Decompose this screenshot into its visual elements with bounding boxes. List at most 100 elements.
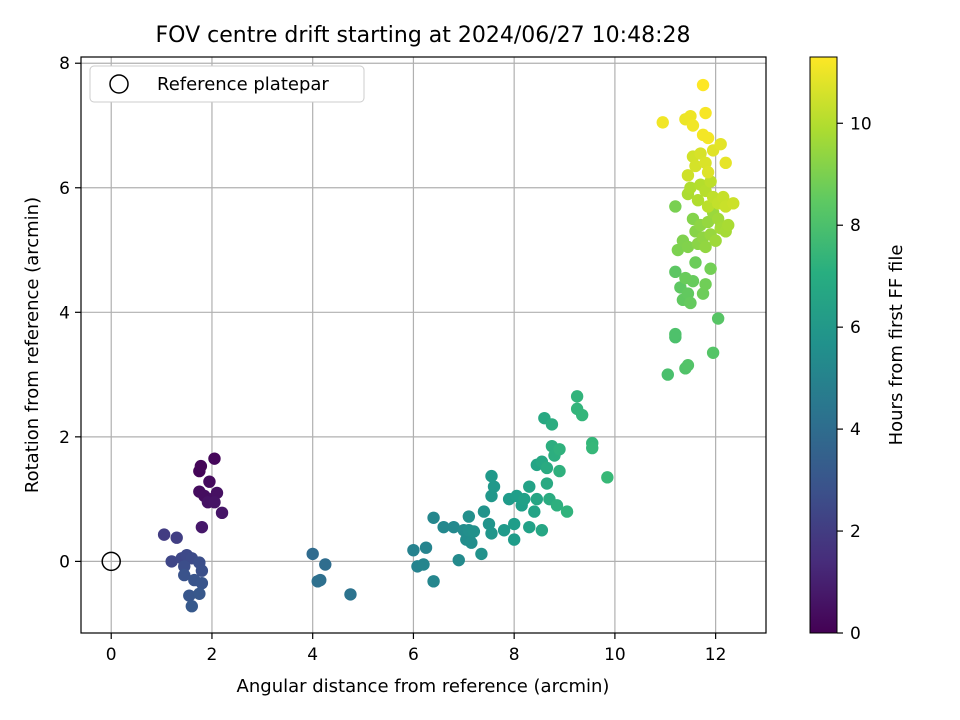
data-point xyxy=(528,505,541,518)
data-point xyxy=(195,564,209,577)
legend: Reference platepar xyxy=(89,65,365,103)
data-point xyxy=(679,271,692,285)
data-point xyxy=(684,296,697,310)
data-point xyxy=(535,524,549,537)
data-point xyxy=(681,359,695,372)
data-point xyxy=(507,533,521,546)
y-tick-label: 8 xyxy=(59,54,70,74)
data-point xyxy=(704,175,717,188)
data-point xyxy=(689,159,702,173)
data-point xyxy=(417,558,430,571)
data-point xyxy=(208,496,221,509)
data-point xyxy=(711,212,725,226)
colorbar-ticks: 0 2 4 6 8 10 xyxy=(837,114,872,644)
data-point xyxy=(699,106,712,120)
data-point xyxy=(195,576,209,590)
data-point xyxy=(477,505,491,518)
data-point xyxy=(170,531,183,544)
plot-frame xyxy=(80,56,767,634)
data-point xyxy=(185,600,199,613)
data-point xyxy=(195,520,209,534)
data-point xyxy=(684,181,697,194)
data-point xyxy=(681,169,695,182)
data-point xyxy=(540,461,554,475)
data-point xyxy=(475,547,488,561)
data-point xyxy=(215,506,229,520)
data-point xyxy=(711,312,725,325)
data-point xyxy=(437,520,450,534)
colorbar-tick-label: 10 xyxy=(850,114,872,134)
data-point xyxy=(311,575,324,588)
x-tick-label: 8 xyxy=(509,645,520,665)
data-point xyxy=(669,327,682,341)
data-point xyxy=(696,287,710,300)
data-point xyxy=(194,459,208,473)
x-axis-ticks: 0 2 4 6 8 10 12 xyxy=(106,633,727,665)
data-point xyxy=(208,452,221,465)
y-tick-label: 2 xyxy=(59,428,70,448)
x-axis-label: Angular distance from reference (arcmin) xyxy=(237,676,610,697)
data-point xyxy=(497,524,511,537)
data-point xyxy=(681,240,695,254)
data-point xyxy=(447,520,460,534)
legend-box xyxy=(89,65,365,103)
colorbar-label: Hours from first FF file xyxy=(886,245,907,446)
colorbar-tick-label: 0 xyxy=(850,624,861,644)
x-tick-label: 12 xyxy=(705,645,727,665)
data-point xyxy=(575,408,589,422)
data-point xyxy=(545,418,559,431)
data-point xyxy=(482,517,496,531)
colorbar xyxy=(809,56,838,634)
data-point xyxy=(722,218,735,232)
data-point xyxy=(701,166,715,179)
data-point xyxy=(701,131,715,145)
data-point xyxy=(656,116,669,129)
data-points xyxy=(157,78,740,613)
data-point xyxy=(601,471,614,484)
x-tick-label: 10 xyxy=(604,645,626,665)
data-point xyxy=(419,541,433,554)
data-point xyxy=(727,197,740,210)
data-point xyxy=(523,480,536,493)
data-point xyxy=(550,499,564,512)
data-point xyxy=(699,156,712,170)
data-point xyxy=(704,262,717,275)
data-point xyxy=(487,480,501,493)
colorbar-tick-label: 2 xyxy=(850,522,861,542)
data-point xyxy=(691,194,705,207)
colorbar-tick-label: 8 xyxy=(850,216,861,236)
data-point xyxy=(669,265,682,279)
data-point xyxy=(716,190,730,204)
data-point xyxy=(689,256,702,269)
colorbar-tick-label: 6 xyxy=(850,318,861,338)
data-point xyxy=(684,109,697,123)
data-point xyxy=(694,147,707,160)
data-point xyxy=(452,553,465,567)
data-point xyxy=(681,287,695,300)
data-point xyxy=(560,505,574,518)
data-point xyxy=(696,78,710,92)
legend-entry: Reference platepar xyxy=(157,74,329,95)
legend-marker xyxy=(109,74,129,94)
data-point xyxy=(540,477,554,490)
data-point xyxy=(157,528,171,541)
data-point xyxy=(553,443,566,456)
data-point xyxy=(465,536,478,549)
data-point xyxy=(467,525,481,538)
data-point xyxy=(530,492,544,506)
y-tick-label: 4 xyxy=(59,303,70,323)
data-point xyxy=(319,558,332,571)
grid-lines xyxy=(81,57,766,633)
data-point xyxy=(586,441,599,455)
data-point xyxy=(701,215,715,229)
data-point xyxy=(193,587,206,600)
data-point xyxy=(485,469,498,483)
data-point xyxy=(669,200,682,213)
data-point xyxy=(485,527,498,540)
reference-marker xyxy=(101,551,121,572)
data-point xyxy=(699,240,712,254)
data-point xyxy=(671,243,685,257)
data-point xyxy=(210,486,224,500)
data-point xyxy=(427,511,440,524)
y-axis-ticks: 0 2 4 6 8 xyxy=(59,54,81,572)
